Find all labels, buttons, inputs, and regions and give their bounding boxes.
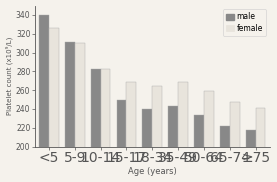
Bar	[39, 15, 49, 182]
Bar	[49, 28, 59, 182]
Bar	[101, 68, 110, 182]
Bar	[246, 130, 256, 182]
Bar	[194, 114, 204, 182]
Y-axis label: Platelet count (x10⁹/L): Platelet count (x10⁹/L)	[6, 37, 13, 115]
Bar	[142, 109, 152, 182]
Bar	[117, 100, 126, 182]
Bar	[65, 42, 75, 182]
Bar	[204, 91, 214, 182]
Bar	[91, 70, 101, 182]
Bar	[256, 108, 265, 182]
Bar	[178, 82, 188, 182]
X-axis label: Age (years): Age (years)	[128, 167, 177, 176]
Bar	[220, 126, 230, 182]
Legend: male, female: male, female	[223, 9, 266, 36]
Bar	[126, 82, 136, 182]
Bar	[75, 43, 84, 182]
Bar	[230, 102, 240, 182]
Bar	[152, 86, 162, 182]
Bar	[168, 106, 178, 182]
